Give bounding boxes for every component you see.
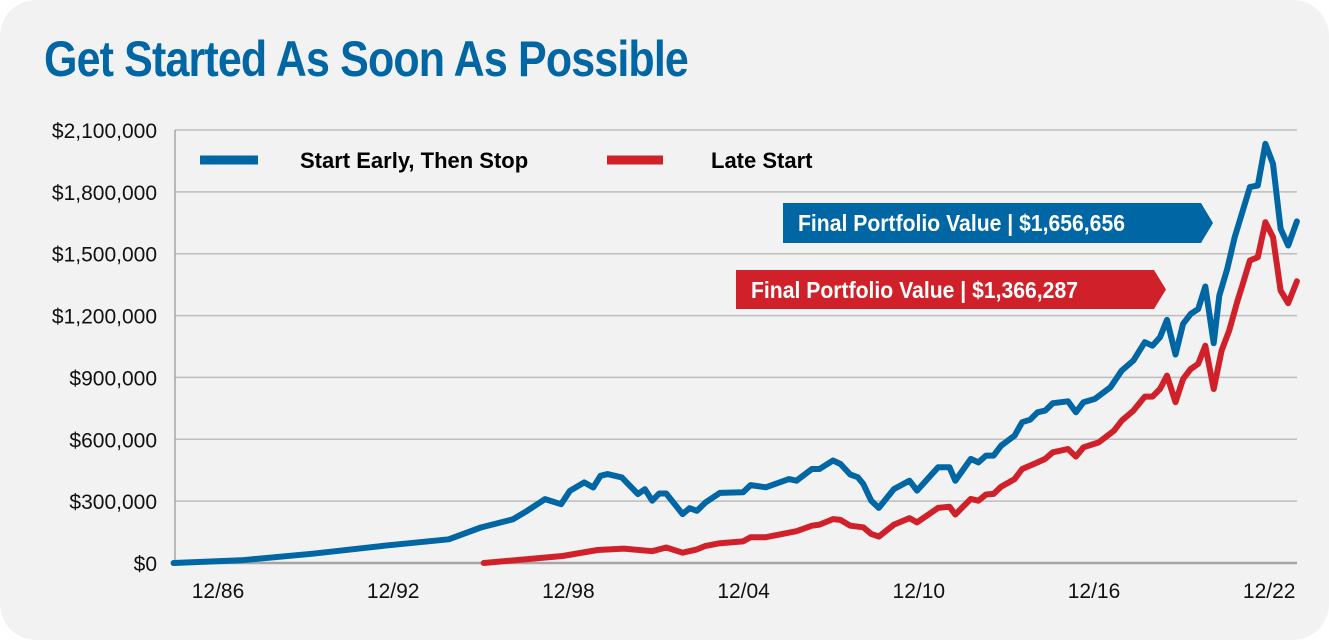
x-tick-label: 12/92 [367,580,420,603]
y-tick-label: $1,200,000 [52,306,157,329]
y-tick-label: $2,100,000 [52,120,157,143]
final-value-early-label: Final Portfolio Value | $1,656,656 [798,210,1125,236]
series-line-late-start [480,219,1300,566]
legend-label: Start Early, Then Stop [300,148,528,173]
y-tick-label: $600,000 [69,429,157,452]
series-line-start-early [170,140,1300,566]
x-tick-label: 12/22 [1243,580,1296,603]
y-axis-labels: $0 $300,000 $600,000 $900,000 $1,200,000 $1,5… [52,120,157,576]
legend-label: Late Start [711,148,813,173]
y-tick-label: $900,000 [69,367,157,390]
y-tick-label: $1,500,000 [52,244,157,267]
x-tick-label: 12/10 [893,580,946,603]
y-tick-label: $1,800,000 [52,182,157,205]
legend: Start Early, Then Stop Late Start [200,148,813,173]
x-tick-label: 12/04 [717,580,770,603]
x-tick-label: 12/98 [542,580,595,603]
page-title: Get Started As Soon As Possible [44,31,689,87]
x-tick-label: 12/86 [192,580,245,603]
final-value-callout-late: Final Portfolio Value | $1,366,287 [736,270,1166,309]
gridlines [174,129,1297,565]
series-lines [170,140,1300,566]
final-value-late-label: Final Portfolio Value | $1,366,287 [751,277,1078,303]
final-value-callout-early: Final Portfolio Value | $1,656,656 [783,203,1213,243]
x-tick-label: 12/16 [1068,580,1121,603]
x-axis-labels: 12/86 12/92 12/98 12/04 12/10 12/16 12/22 [192,580,1296,603]
y-tick-label: $0 [134,553,157,576]
y-tick-label: $300,000 [69,491,157,514]
